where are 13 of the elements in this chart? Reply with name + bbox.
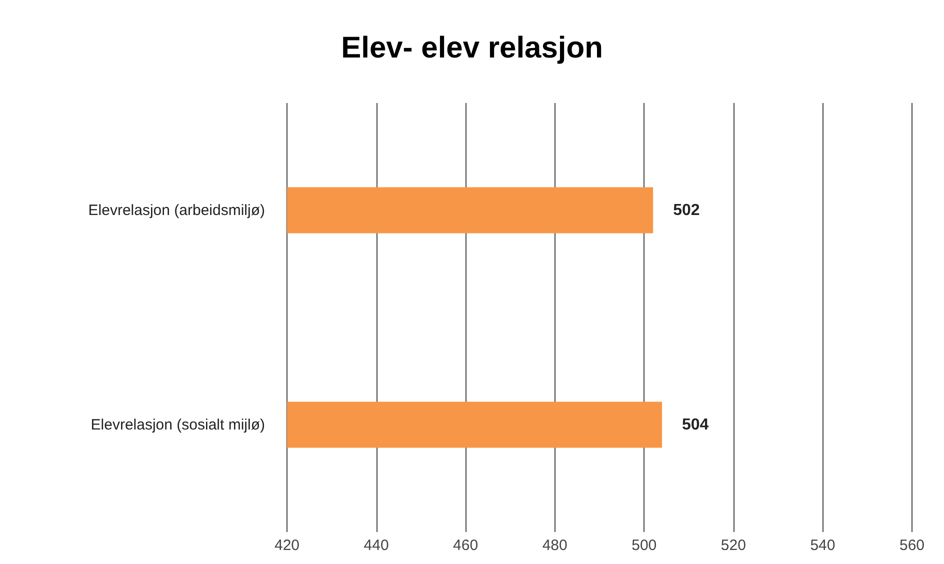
x-tick-label: 420 [274, 537, 300, 554]
y-tick-label: Elevrelasjon (sosialt mijlø) [90, 416, 265, 434]
x-tick-label: 500 [632, 537, 657, 554]
data-label: 502 [673, 202, 700, 219]
x-tick-label: 540 [810, 537, 836, 554]
data-label: 504 [682, 416, 709, 434]
x-tick-label: 440 [364, 537, 389, 554]
x-tick-label: 560 [899, 537, 925, 554]
x-tick-label: 460 [453, 537, 478, 554]
y-tick-label: Elevrelasjon (arbeidsmiljø) [88, 202, 266, 219]
chart-title: Elev- elev relasjon [341, 32, 603, 64]
x-tick-label: 480 [542, 537, 568, 554]
x-tick-label: 520 [720, 537, 746, 554]
